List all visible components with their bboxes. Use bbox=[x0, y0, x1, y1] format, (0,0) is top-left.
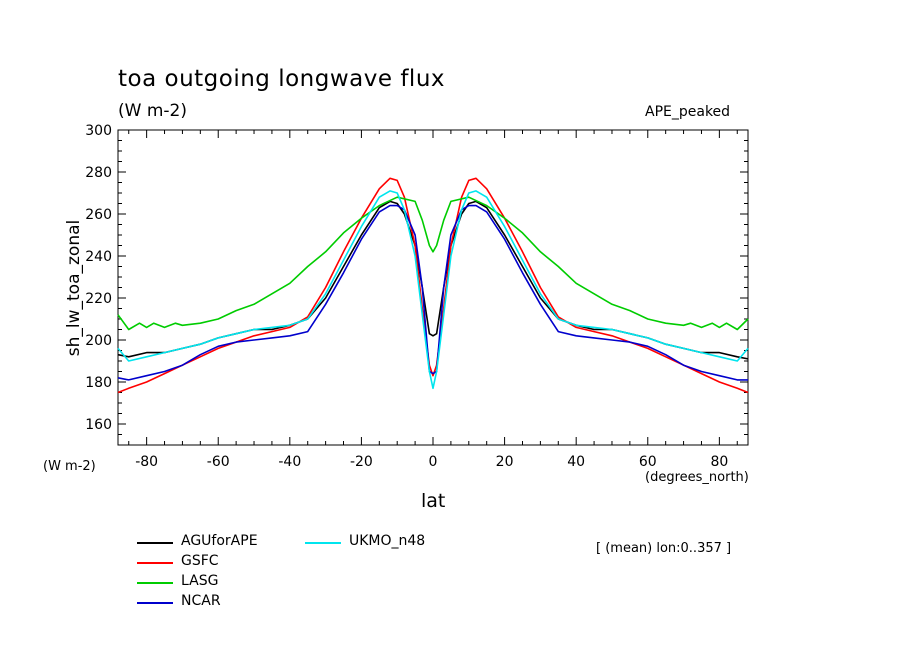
x-tick-label: -40 bbox=[278, 454, 301, 470]
y-tick-label: 240 bbox=[85, 249, 112, 265]
series-line-ncar bbox=[117, 204, 748, 381]
y-tick-label: 160 bbox=[85, 417, 112, 433]
legend-label: GSFC bbox=[181, 553, 219, 569]
legend-swatch bbox=[137, 542, 173, 544]
plot-frame bbox=[117, 129, 749, 446]
y-tick-label: 200 bbox=[85, 333, 112, 349]
x-tick-label: 60 bbox=[639, 454, 657, 470]
y-tick-label: 300 bbox=[85, 123, 112, 139]
series-layer bbox=[117, 177, 749, 394]
legend-label: NCAR bbox=[181, 593, 221, 609]
legend-swatch bbox=[137, 582, 173, 584]
x-tick-label: 80 bbox=[710, 454, 728, 470]
y-tick-label: 280 bbox=[85, 165, 112, 181]
x-tick-label: 40 bbox=[567, 454, 585, 470]
x-tick-label: 0 bbox=[429, 454, 438, 470]
series-line-lasg bbox=[117, 196, 749, 331]
legend-label: UKMO_n48 bbox=[349, 533, 426, 549]
axis-ticks: 160 180 200 220 240 260 280 300 -80 -60 -40 -20 0 20 4… bbox=[85, 123, 748, 470]
y-tick-label: 180 bbox=[85, 375, 112, 391]
x-tick-label: -60 bbox=[207, 454, 230, 470]
title-units: (W m-2) bbox=[118, 101, 187, 121]
x-tick-label: 20 bbox=[496, 454, 514, 470]
x-tick-label: -80 bbox=[135, 454, 158, 470]
y-tick-label: 260 bbox=[85, 207, 112, 223]
legend-swatch bbox=[305, 542, 341, 544]
legend-swatch bbox=[137, 602, 173, 604]
series-line-gsfc bbox=[117, 177, 749, 394]
x-axis-label: lat bbox=[421, 490, 446, 512]
legend-label: AGUforAPE bbox=[181, 533, 258, 549]
y-tick-label: 220 bbox=[85, 291, 112, 307]
y-axis-units: (W m-2) bbox=[43, 459, 96, 474]
y-axis-label: sh_lw_toa_zonal bbox=[64, 219, 84, 357]
series-line-ukmo_n48 bbox=[117, 190, 749, 390]
legend-swatch bbox=[137, 562, 173, 564]
experiment-tag: APE_peaked bbox=[645, 104, 731, 120]
x-axis-units: (degrees_north) bbox=[645, 470, 749, 485]
series-line-aguforape bbox=[117, 200, 749, 360]
x-tick-label: -20 bbox=[350, 454, 373, 470]
chart-title: toa outgoing longwave flux bbox=[118, 66, 446, 92]
legend-label: LASG bbox=[181, 573, 219, 589]
averaging-note: [ (mean) lon:0..357 ] bbox=[596, 541, 732, 556]
